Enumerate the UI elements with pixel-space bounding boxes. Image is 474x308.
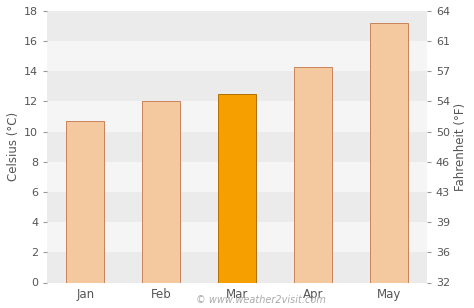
Bar <box>142 101 180 282</box>
Bar <box>47 192 427 222</box>
Bar <box>47 222 427 252</box>
Bar <box>47 101 427 132</box>
Y-axis label: Fahrenheit (°F): Fahrenheit (°F) <box>454 103 467 191</box>
Bar <box>294 67 332 282</box>
Y-axis label: Celsius (°C): Celsius (°C) <box>7 112 20 181</box>
Bar <box>47 132 427 162</box>
Bar <box>47 252 427 282</box>
Bar <box>47 41 427 71</box>
Bar <box>370 23 408 282</box>
Text: © www.weather2visit.com: © www.weather2visit.com <box>196 295 326 305</box>
Bar <box>47 162 427 192</box>
Bar <box>47 71 427 101</box>
Bar <box>218 94 256 282</box>
Bar <box>66 121 104 282</box>
Bar <box>47 11 427 41</box>
